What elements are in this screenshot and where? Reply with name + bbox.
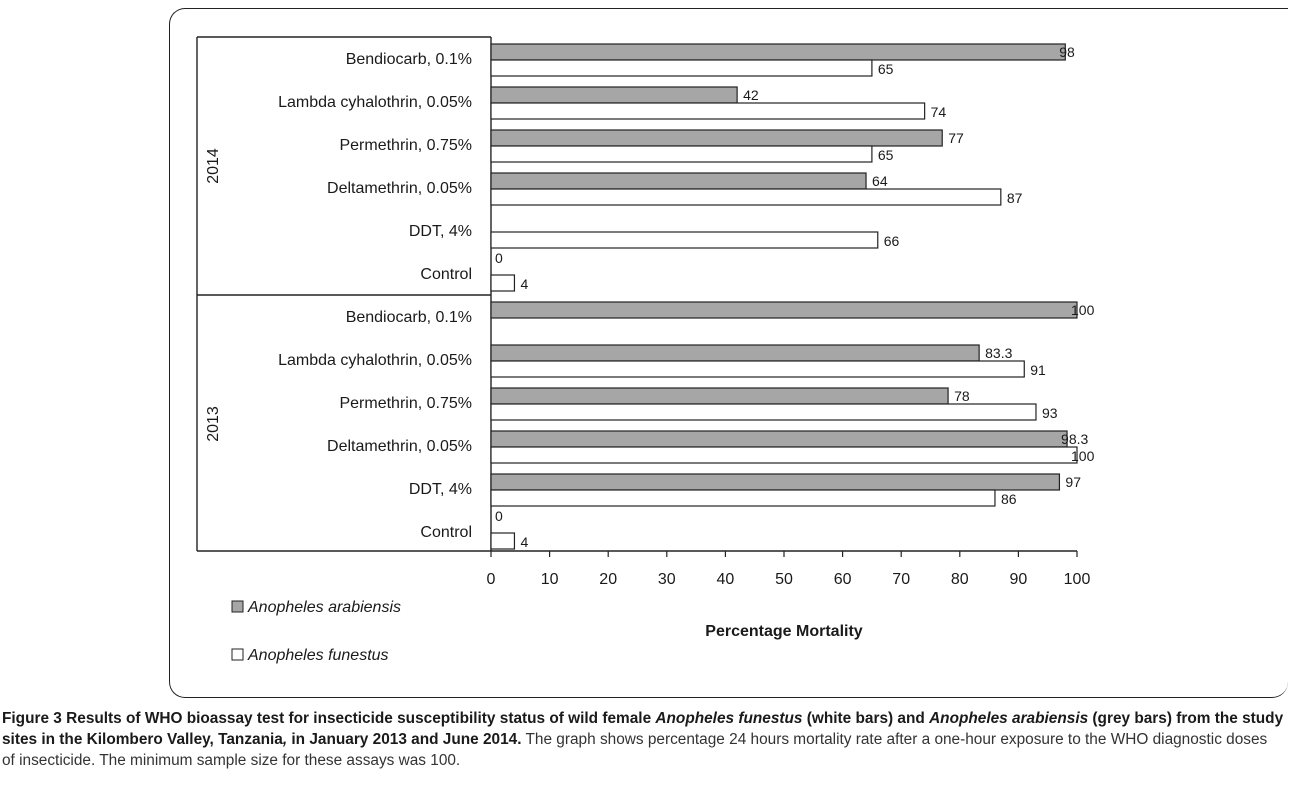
bar-funestus [490,489,996,507]
legend-label-arabiensis: Anopheles arabiensis [247,599,401,616]
category-label: Permethrin, 0.75% [339,137,472,154]
bar-funestus [490,532,516,550]
data-label-funestus: 74 [931,104,947,120]
x-tick-label: 70 [892,571,910,588]
data-label-funestus: 93 [1042,405,1058,421]
bar-arabiensis [490,172,867,190]
data-label-arabiensis: 97 [1065,474,1081,490]
legend-swatch-arabiensis [231,600,244,613]
x-tick-label: 100 [1064,571,1091,588]
caption-comma: , [282,731,288,748]
caption-species-funestus: Anopheles funestus [655,710,803,727]
data-label-funestus: 87 [1007,190,1023,206]
x-tick-label: 90 [1010,571,1028,588]
bar-funestus [490,188,1002,206]
group-label: 2013 [205,406,222,442]
x-tick-label: 50 [775,571,793,588]
category-label: Lambda cyhalothrin, 0.05% [278,352,472,369]
data-label-arabiensis: 77 [948,130,964,146]
data-label-funestus: 86 [1001,491,1017,507]
bar-funestus [490,59,873,77]
data-label-funestus: 4 [520,534,528,550]
data-label-arabiensis: 0 [495,508,503,524]
x-tick-label: 60 [834,571,852,588]
x-axis-title: Percentage Mortality [705,623,862,640]
bar-funestus [490,360,1025,378]
x-tick-label: 40 [717,571,735,588]
data-label-funestus: 100 [1071,448,1095,464]
data-label-arabiensis: 42 [743,87,759,103]
figure-caption: Figure 3 Results of WHO bioassay test fo… [2,708,1284,771]
caption-bold-4: in January 2013 and June 2014. [287,731,522,748]
category-label: Deltamethrin, 0.05% [327,180,472,197]
category-label: Permethrin, 0.75% [339,395,472,412]
bar-funestus [490,145,873,163]
data-label-arabiensis: 98.3 [1061,431,1088,447]
category-label: Lambda cyhalothrin, 0.05% [278,94,472,111]
data-label-arabiensis: 0 [495,250,503,266]
x-tick-label: 10 [541,571,559,588]
chart-border [169,8,1288,698]
bar-arabiensis [490,129,943,147]
category-label: Bendiocarb, 0.1% [346,309,472,326]
bar-arabiensis [490,344,980,362]
bar-arabiensis [490,387,949,405]
x-tick-label: 30 [658,571,676,588]
bar-arabiensis [490,43,1066,61]
data-label-funestus: 65 [878,61,894,77]
bar-arabiensis [490,430,1068,448]
data-label-funestus: 65 [878,147,894,163]
data-label-arabiensis: 98 [1059,44,1075,60]
data-label-arabiensis: 100 [1071,302,1095,318]
bar-arabiensis [490,473,1061,491]
bar-arabiensis [490,301,1078,319]
category-label: DDT, 4% [409,223,472,240]
bar-funestus [490,102,926,120]
caption-bold-1: Figure 3 Results of WHO bioassay test fo… [2,710,656,727]
category-label: Control [420,266,472,283]
category-label: Control [420,524,472,541]
data-label-funestus: 91 [1030,362,1046,378]
data-label-arabiensis: 83.3 [985,345,1012,361]
legend-swatch-funestus [231,648,244,661]
category-label: DDT, 4% [409,481,472,498]
data-label-arabiensis: 78 [954,388,970,404]
bar-funestus [490,274,516,292]
caption-species-arabiensis: Anopheles arabiensis [929,710,1089,727]
legend-label-funestus: Anopheles funestus [247,647,389,664]
data-label-funestus: 66 [884,233,900,249]
caption-bold-3: (grey bars) from the study sites in the … [2,710,1284,748]
caption-bold-2: (white bars) and [802,710,930,727]
bar-funestus [490,231,879,249]
category-label: Deltamethrin, 0.05% [327,438,472,455]
caption-description: The graph shows percentage 24 hours mort… [2,731,1268,769]
bar-funestus [490,403,1037,421]
data-label-funestus: 4 [520,276,528,292]
group-label: 2014 [205,148,222,184]
bar-arabiensis [490,86,738,104]
data-label-arabiensis: 64 [872,173,888,189]
category-label: Bendiocarb, 0.1% [346,51,472,68]
x-tick-label: 0 [487,571,496,588]
bar-funestus [490,446,1078,464]
x-tick-label: 20 [599,571,617,588]
x-tick-label: 80 [951,571,969,588]
